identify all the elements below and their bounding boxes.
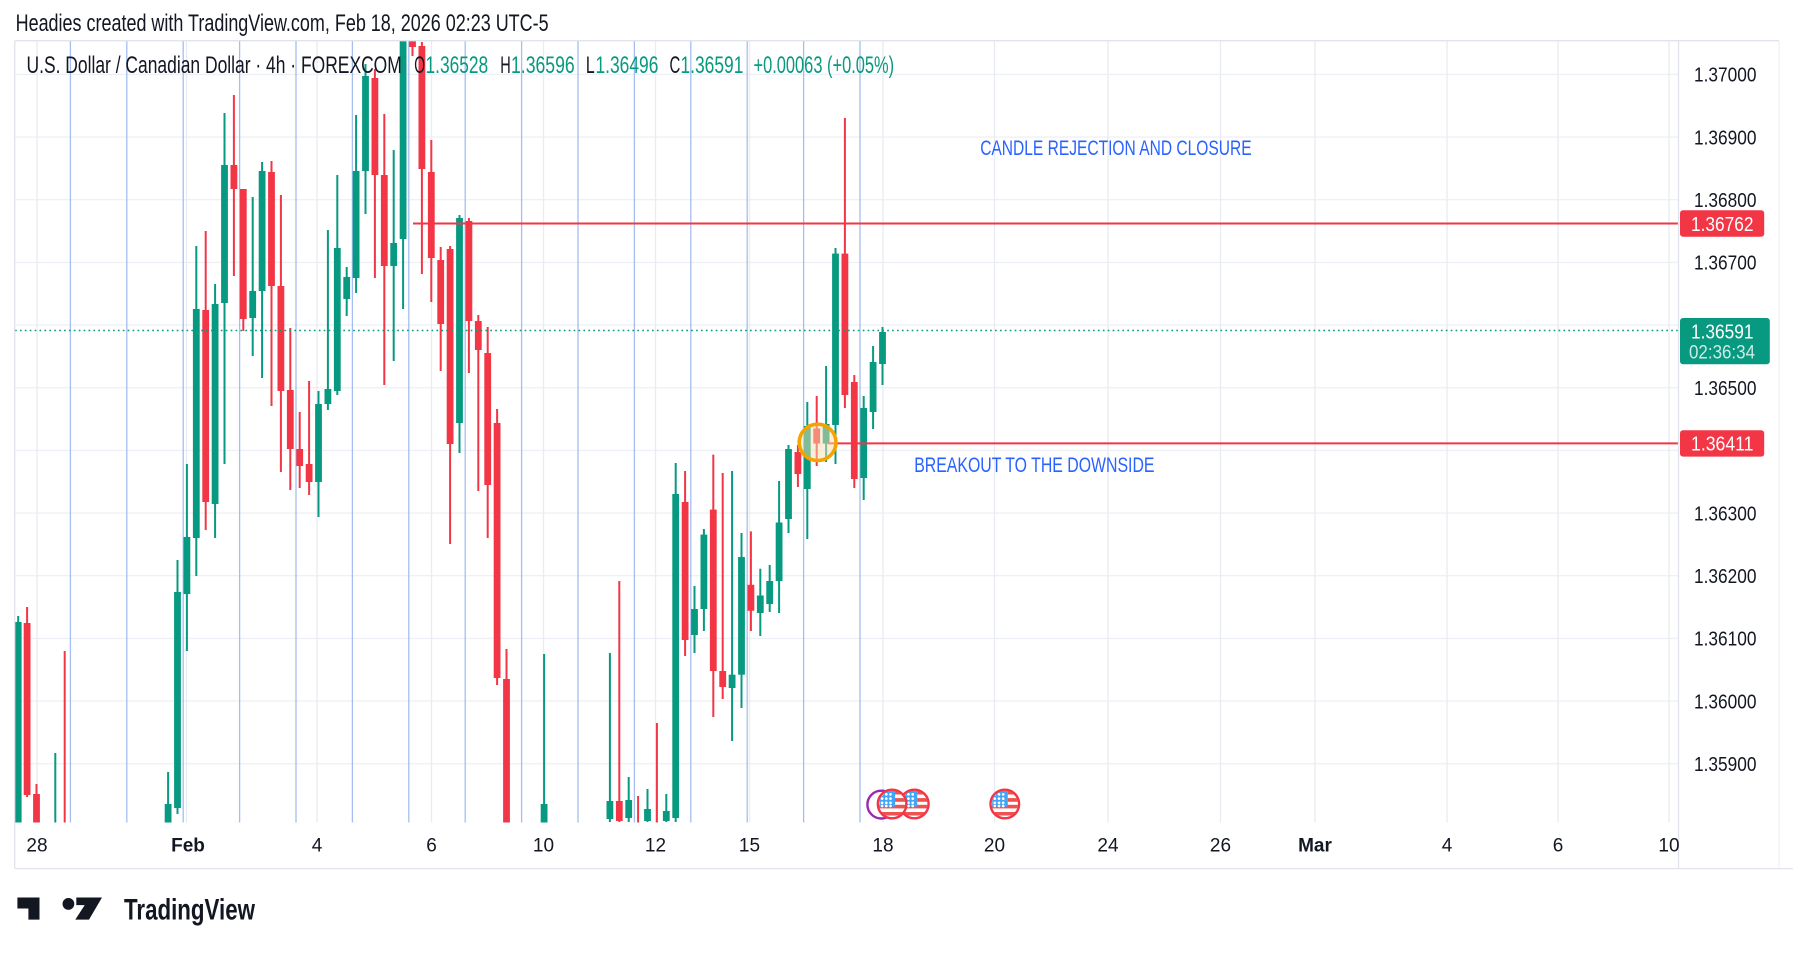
svg-text:Headies created with TradingVi: Headies created with TradingView.com, Fe… [16,10,549,37]
svg-text:1.36200: 1.36200 [1694,566,1757,588]
svg-text:26: 26 [1210,836,1231,857]
svg-text:C: C [670,52,681,79]
svg-text:1.36762: 1.36762 [1691,214,1754,236]
svg-text:4: 4 [1442,836,1453,857]
svg-text:1.36591: 1.36591 [681,52,744,79]
svg-text:4: 4 [312,836,323,857]
svg-text:12: 12 [645,836,666,857]
svg-text:6: 6 [1553,836,1564,857]
svg-text:02:36:34: 02:36:34 [1689,343,1755,364]
svg-text:10: 10 [533,836,554,857]
svg-text:Feb: Feb [171,836,205,857]
svg-text:15: 15 [739,836,760,857]
svg-text:1.36591: 1.36591 [1691,321,1754,343]
svg-text:1.36700: 1.36700 [1694,253,1757,275]
svg-text:Mar: Mar [1298,836,1332,857]
svg-text:TradingView: TradingView [124,894,255,927]
svg-text:1.36528: 1.36528 [426,52,489,79]
svg-text:24: 24 [1097,836,1119,857]
svg-text:20: 20 [984,836,1005,857]
svg-text:18: 18 [872,836,893,857]
svg-text:1.36100: 1.36100 [1694,629,1757,651]
svg-text:1.36500: 1.36500 [1694,378,1757,400]
svg-text:1.37000: 1.37000 [1694,65,1757,87]
svg-text:1.36496: 1.36496 [596,52,659,79]
svg-text:O: O [414,52,425,79]
svg-text:1.36000: 1.36000 [1694,691,1757,713]
svg-text:1.36800: 1.36800 [1694,190,1757,212]
svg-text:CANDLE REJECTION AND CLOSURE: CANDLE REJECTION AND CLOSURE [980,137,1251,160]
svg-text:+0.00063 (+0.05%): +0.00063 (+0.05%) [754,52,895,79]
svg-text:H: H [500,52,511,79]
svg-text:1.35900: 1.35900 [1694,754,1757,776]
svg-text:L: L [586,52,595,79]
svg-text:BREAKOUT TO THE DOWNSIDE: BREAKOUT TO THE DOWNSIDE [914,454,1154,477]
svg-text:U.S. Dollar / Canadian Dollar: U.S. Dollar / Canadian Dollar · 4h · FOR… [27,52,402,79]
svg-text:1.36900: 1.36900 [1694,127,1757,149]
svg-text:1.36411: 1.36411 [1691,434,1754,456]
svg-text:1.36596: 1.36596 [511,52,575,79]
svg-text:28: 28 [26,836,47,857]
svg-text:1.36300: 1.36300 [1694,503,1757,525]
svg-text:6: 6 [426,836,437,857]
svg-text:10: 10 [1658,836,1679,857]
